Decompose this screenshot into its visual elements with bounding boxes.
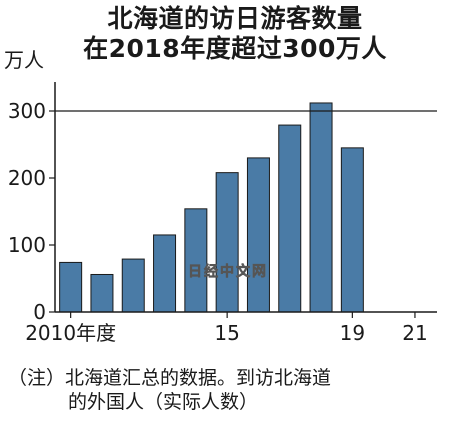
y-tick-label-300: 300 xyxy=(8,99,46,123)
footnote-line-2: 的外国人（实际人数） xyxy=(68,391,259,413)
x-tick-label-15: 15 xyxy=(214,321,239,345)
bar-2013 xyxy=(153,234,177,313)
bar-2010 xyxy=(59,261,83,313)
x-axis-ticks: 2010年度 15 19 21 xyxy=(25,312,428,345)
bar-2015 xyxy=(215,172,239,313)
bar-2019 xyxy=(340,147,364,313)
watermark-logo: 日经中文网 xyxy=(188,263,268,280)
footnote-line-1: （注）北海道汇总的数据。到访北海道 xyxy=(8,367,332,389)
x-tick-label-21: 21 xyxy=(402,321,427,345)
y-axis-unit-label: 万人 xyxy=(4,48,44,72)
bars xyxy=(59,102,364,313)
bar-2014 xyxy=(184,208,208,313)
bar-2017 xyxy=(278,124,302,313)
bar-chart: 万人 0 100 200 300 2010年度 15 19 21 日经中文网 xyxy=(4,48,437,345)
y-tick-label-100: 100 xyxy=(8,233,46,257)
x-tick-label-19: 19 xyxy=(340,321,365,345)
bar-2016 xyxy=(246,157,270,313)
y-tick-label-0: 0 xyxy=(33,300,46,324)
chart-title-line-1: 北海道的访日游客数量 xyxy=(107,4,363,33)
y-tick-label-200: 200 xyxy=(8,166,46,190)
bar-2012 xyxy=(121,258,145,313)
chart-title-line-2: 在2018年度超过300万人 xyxy=(83,34,387,63)
x-tick-label-2010年度: 2010年度 xyxy=(25,321,116,345)
bar-2018 xyxy=(309,102,333,313)
bar-2011 xyxy=(90,273,114,313)
y-axis-ticks: 0 100 200 300 xyxy=(8,99,55,324)
